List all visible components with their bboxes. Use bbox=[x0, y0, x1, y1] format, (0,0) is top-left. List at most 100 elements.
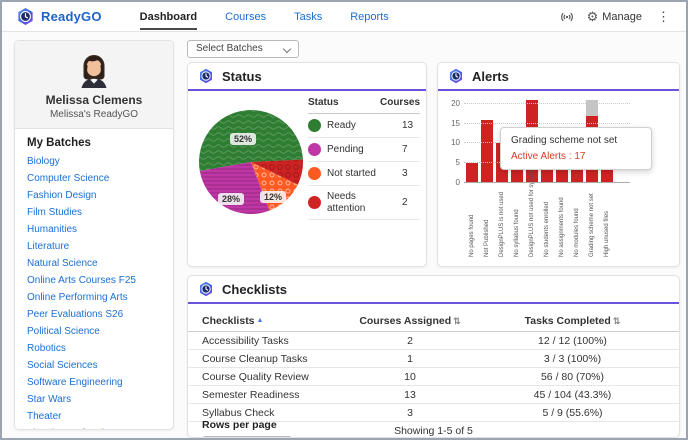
checklist-row[interactable]: Course Quality Review 10 56 / 80 (70%) bbox=[188, 368, 679, 386]
sidebar-item-batch[interactable]: Humanities bbox=[27, 224, 78, 235]
sidebar-item-batch[interactable]: Online Arts Courses F25 bbox=[27, 275, 136, 286]
x-axis-tick-label: No syllabus found bbox=[513, 209, 520, 257]
checklists-table: Checklists ▲ Courses Assigned ⇅ Tasks Comp… bbox=[188, 310, 679, 422]
checklist-tasks-completed: 3 / 3 (100%) bbox=[543, 352, 602, 365]
checklists-col-header[interactable]: Checklists ▲ bbox=[202, 314, 264, 327]
alert-x-axis-labels: No pages found Not Published DesignPLUS is… bbox=[466, 165, 613, 257]
status-card-header: Status bbox=[188, 63, 426, 89]
nav-tab-tasks[interactable]: Tasks bbox=[294, 10, 323, 23]
x-axis-tick-label: High unused files bbox=[603, 210, 610, 257]
status-card-logo-icon bbox=[198, 68, 214, 84]
avatar bbox=[75, 50, 113, 88]
checklist-name: Syllabus Check bbox=[202, 406, 275, 419]
status-count: 3 bbox=[402, 168, 408, 179]
checklists-card: Checklists Checklists ▲ Courses Assigned ⇅… bbox=[187, 275, 680, 438]
nav-tabs: Dashboard Courses Tasks Reports bbox=[139, 4, 389, 30]
bar-segment-other bbox=[586, 99, 598, 116]
sidebar-item-batch[interactable]: Visual & Performing Arts bbox=[15, 425, 173, 429]
pie-slice[interactable] bbox=[199, 162, 270, 215]
showing-text: Showing 1-5 of 5 bbox=[394, 425, 473, 437]
nav-tab-dashboard[interactable]: Dashboard bbox=[139, 4, 198, 30]
checklist-row[interactable]: Accessibility Tasks 2 12 / 12 (100%) bbox=[188, 332, 679, 350]
user-profile: Melissa Clemens Melissa's ReadyGO bbox=[15, 41, 173, 129]
sidebar-item-batch[interactable]: Natural Science bbox=[27, 258, 98, 269]
x-axis-tick-label: Grading scheme not set bbox=[588, 193, 595, 257]
sidebar-item-batch[interactable]: Peer Evaluations S26 bbox=[27, 309, 124, 320]
sidebar-item-batch[interactable]: Social Sciences bbox=[27, 360, 98, 371]
pie-slice[interactable] bbox=[251, 162, 298, 211]
x-axis-tick-label: No modules found bbox=[573, 208, 580, 257]
checklist-row[interactable]: Semester Readiness 13 45 / 104 (43.3%) bbox=[188, 386, 679, 404]
checklist-courses-assigned: 2 bbox=[407, 334, 413, 347]
sidebar-item-batch[interactable]: Theater bbox=[27, 411, 62, 422]
batch-list: Biology Computer Science Fashion Design Fil… bbox=[15, 153, 173, 429]
pie-label-ready: 52% bbox=[230, 133, 257, 145]
checklists-card-title: Checklists bbox=[222, 281, 288, 297]
status-label: Not started bbox=[327, 167, 376, 179]
pie-label-not-started: 12% bbox=[260, 191, 287, 203]
sidebar-item-batch[interactable]: Online Performing Arts bbox=[27, 292, 128, 303]
readygo-logo-icon bbox=[16, 7, 35, 26]
status-dot-icon bbox=[308, 143, 321, 156]
manage-label: Manage bbox=[602, 10, 642, 23]
bar-segment-active bbox=[601, 167, 613, 183]
broadcast-icon[interactable] bbox=[560, 10, 574, 24]
nav-tab-courses[interactable]: Courses bbox=[225, 10, 267, 23]
user-name: Melissa Clemens bbox=[45, 93, 143, 107]
status-count: 13 bbox=[402, 120, 414, 131]
status-table-header: Status Courses bbox=[308, 97, 420, 114]
checklist-courses-assigned: 13 bbox=[404, 388, 416, 401]
manage-button[interactable]: ⚙ Manage bbox=[587, 10, 642, 23]
x-axis-tick-label: DesignPLUS is not used bbox=[498, 191, 505, 257]
brand-name: ReadyGO bbox=[41, 9, 102, 24]
status-label: Pending bbox=[327, 143, 364, 155]
content-area: Melissa Clemens Melissa's ReadyGO My Bat… bbox=[2, 32, 686, 438]
status-label: Needs attention bbox=[327, 191, 366, 214]
x-axis-tick-label: No students enrolled bbox=[543, 201, 550, 257]
status-card-accent-rule bbox=[188, 89, 426, 91]
checklists-card-accent-rule bbox=[188, 302, 679, 304]
tasks-completed-col-header[interactable]: Tasks Completed ⇅ bbox=[524, 314, 621, 327]
status-row: Ready 13 bbox=[308, 114, 420, 138]
pie-slice[interactable] bbox=[251, 159, 304, 185]
alert-bar[interactable] bbox=[601, 167, 613, 183]
select-batches-dropdown[interactable]: Select Batches bbox=[187, 40, 299, 58]
sidebar-item-batch[interactable]: Fashion Design bbox=[27, 190, 97, 201]
status-pie-chart[interactable]: 52% 28% 12% bbox=[196, 107, 306, 217]
checklists-card-logo-icon bbox=[198, 281, 214, 297]
sidebar-item-batch[interactable]: Political Science bbox=[27, 326, 100, 337]
sidebar-item-batch[interactable]: Computer Science bbox=[27, 173, 110, 184]
sidebar-item-batch[interactable]: Software Engineering bbox=[27, 377, 123, 388]
alert-bar[interactable] bbox=[481, 119, 493, 183]
nav-tab-reports[interactable]: Reports bbox=[350, 10, 389, 23]
status-dot-icon bbox=[308, 196, 321, 209]
checklist-name: Accessibility Tasks bbox=[202, 334, 289, 347]
status-row: Not started 3 bbox=[308, 162, 420, 186]
kebab-menu-icon[interactable]: ⋮ bbox=[657, 8, 670, 24]
checklists-rows: Accessibility Tasks 2 12 / 12 (100%) Course… bbox=[188, 332, 679, 422]
status-row: Pending 7 bbox=[308, 138, 420, 162]
sidebar-item-batch[interactable]: Biology bbox=[27, 156, 60, 167]
x-axis-tick-label: DesignPLUS not used for syllabus bbox=[528, 165, 535, 257]
alert-bar[interactable] bbox=[466, 163, 478, 183]
sidebar-item-batch[interactable]: Star Wars bbox=[27, 394, 72, 405]
courses-assigned-col-header[interactable]: Courses Assigned ⇅ bbox=[359, 314, 461, 327]
brand[interactable]: ReadyGO bbox=[16, 7, 102, 26]
status-rows: Ready 13 Pending 7 Not started 3 Needs attenti… bbox=[308, 114, 420, 220]
sidebar-item-batch[interactable]: Literature bbox=[27, 241, 70, 252]
gear-icon: ⚙ bbox=[586, 9, 599, 24]
status-legend-table: Status Courses Ready 13 Pending 7 Not starte… bbox=[308, 97, 420, 220]
alerts-card-accent-rule bbox=[438, 89, 679, 91]
rows-per-page-select[interactable] bbox=[202, 436, 292, 437]
checklist-row[interactable]: Course Cleanup Tasks 1 3 / 3 (100%) bbox=[188, 350, 679, 368]
y-axis-tick-label: 15 bbox=[451, 118, 460, 128]
bar-segment-active bbox=[466, 163, 478, 183]
status-dot-icon bbox=[308, 167, 321, 180]
checklist-name: Course Cleanup Tasks bbox=[202, 352, 308, 365]
rows-per-page-label: Rows per page bbox=[202, 419, 277, 431]
alerts-card-header: Alerts bbox=[438, 63, 679, 89]
nav-right-controls: ⚙ Manage ⋮ bbox=[560, 9, 672, 25]
checklist-row[interactable]: Syllabus Check 3 5 / 9 (55.6%) bbox=[188, 404, 679, 422]
sidebar-item-batch[interactable]: Robotics bbox=[27, 343, 66, 354]
sidebar-item-batch[interactable]: Film Studies bbox=[27, 207, 83, 218]
